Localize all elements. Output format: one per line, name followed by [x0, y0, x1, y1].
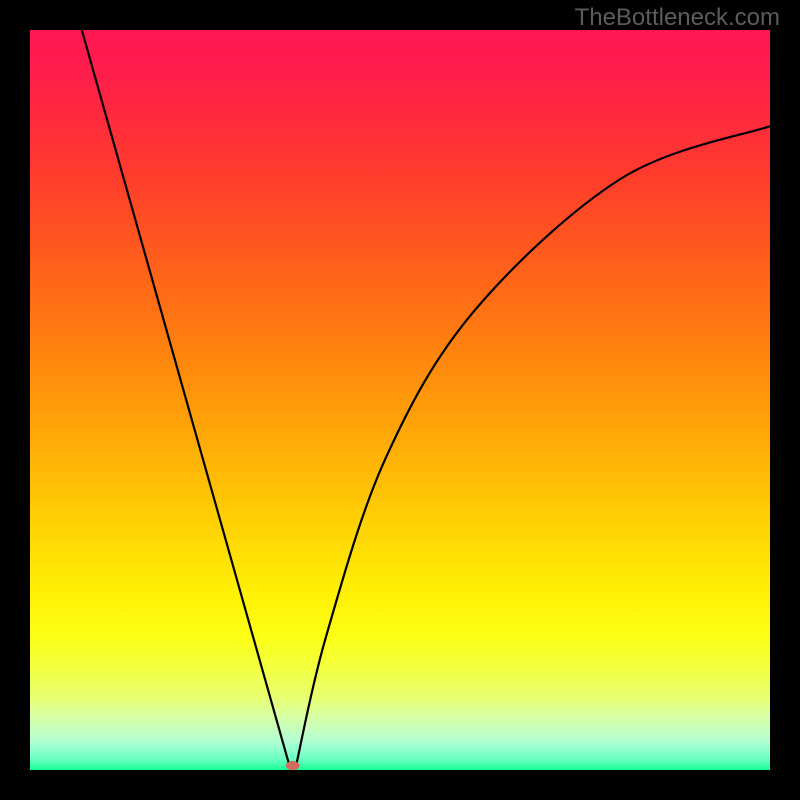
chart-svg [30, 30, 770, 770]
watermark-text: TheBottleneck.com [575, 4, 780, 32]
chart-background [30, 30, 770, 770]
bottleneck-marker [286, 761, 299, 770]
plot-area [30, 30, 770, 770]
chart-frame: TheBottleneck.com [0, 0, 800, 800]
